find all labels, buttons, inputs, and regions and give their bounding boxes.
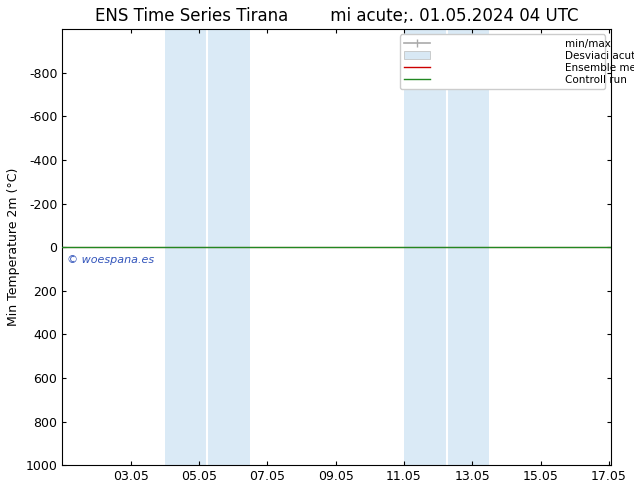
Legend: min/max, Desviaci acute;n est acute;ndar, Ensemble mean run, Controll run: min/max, Desviaci acute;n est acute;ndar… — [399, 34, 605, 89]
Title: ENS Time Series Tirana        mi acute;. 01.05.2024 04 UTC: ENS Time Series Tirana mi acute;. 01.05.… — [94, 7, 578, 25]
Bar — [404, 29, 489, 465]
Text: © woespana.es: © woespana.es — [67, 255, 155, 265]
Bar — [165, 29, 250, 465]
Y-axis label: Min Temperature 2m (°C): Min Temperature 2m (°C) — [7, 168, 20, 326]
